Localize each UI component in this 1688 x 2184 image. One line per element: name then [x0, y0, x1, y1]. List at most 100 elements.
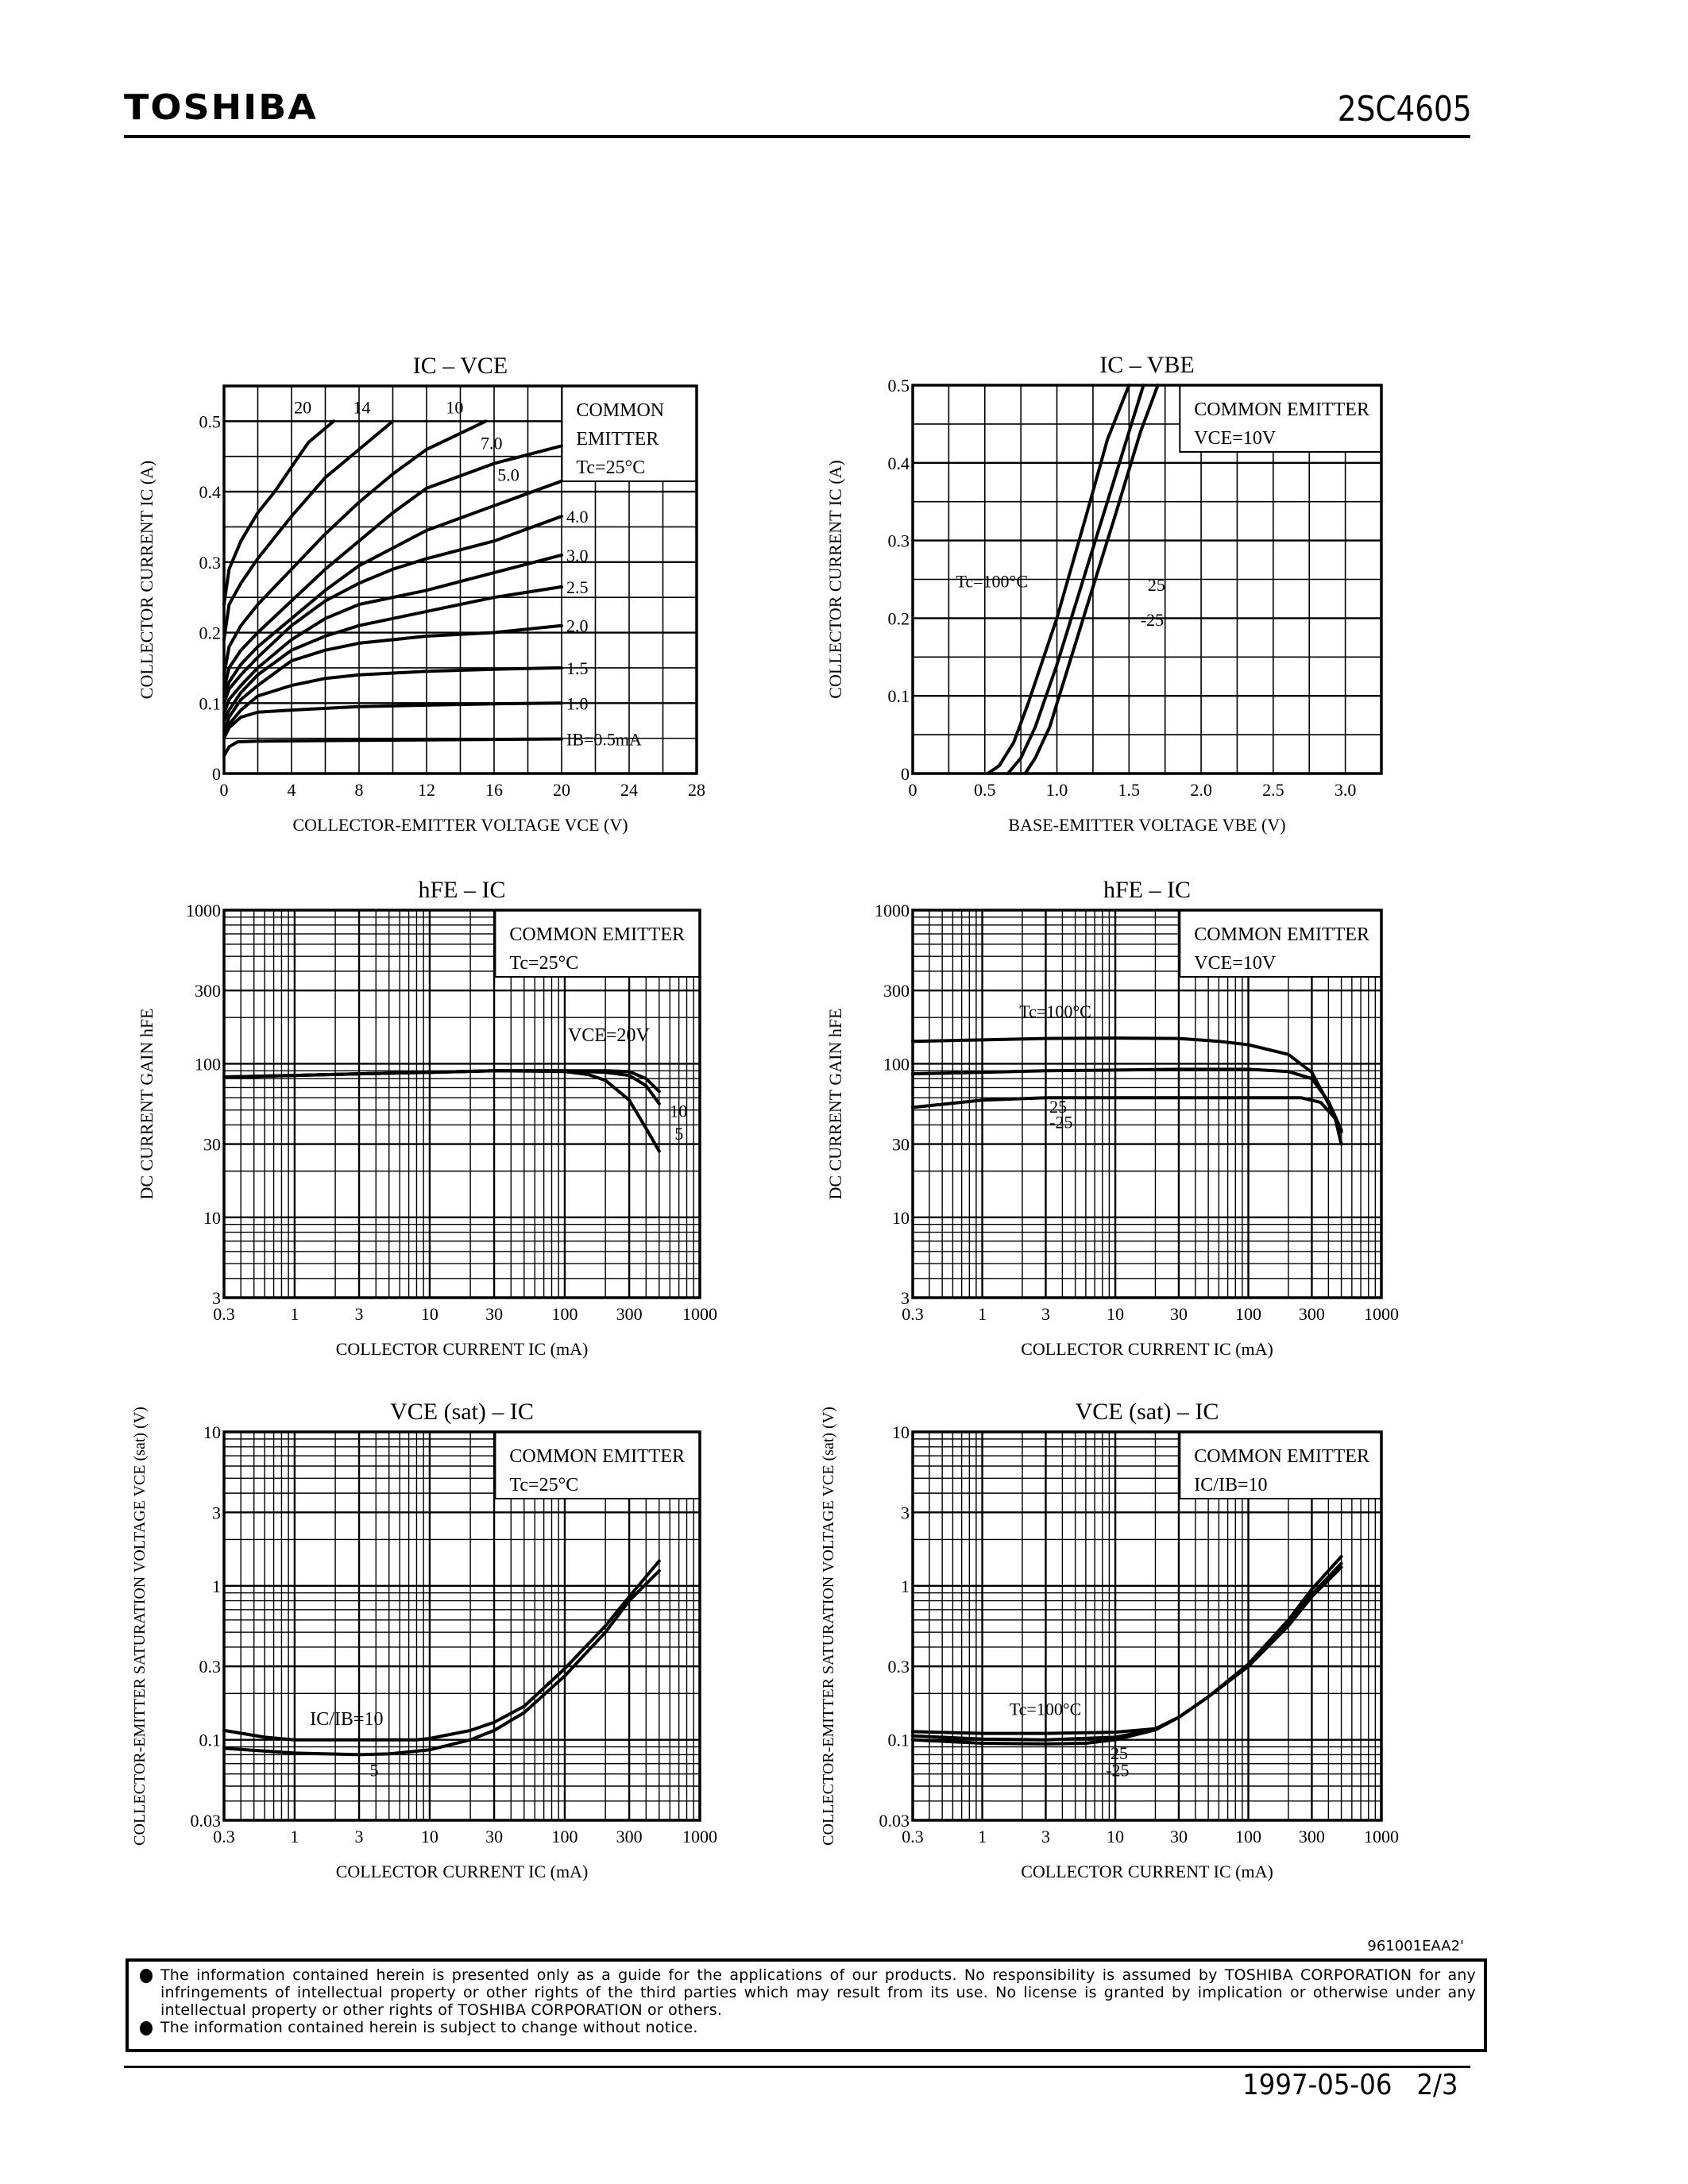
- series-label: 7.0: [481, 433, 503, 453]
- y-tick-label: 3: [212, 1288, 221, 1308]
- y-tick-label: 300: [195, 981, 221, 1001]
- document-code: 961001EAA2': [1367, 1938, 1464, 1954]
- page-number: 2/3: [1416, 2069, 1458, 2101]
- y-tick-label: 0.03: [191, 1811, 222, 1831]
- y-axis-label: DC CURRENT GAIN hFE: [137, 1008, 156, 1199]
- x-tick-label: 3.0: [1335, 780, 1357, 800]
- y-tick-label: 0.3: [888, 531, 910, 551]
- x-tick-label: 1.5: [1118, 780, 1141, 800]
- x-tick-label: 4: [288, 780, 296, 800]
- y-tick-label: 0.4: [199, 482, 222, 502]
- y-tick-label: 0.3: [199, 1657, 222, 1677]
- y-tick-label: 1000: [875, 901, 910, 920]
- x-tick-label: 1000: [682, 1827, 717, 1846]
- series-line: [222, 515, 563, 705]
- series-label: -25: [1106, 1761, 1129, 1781]
- y-tick-label: 10: [203, 1422, 221, 1442]
- series-line: [222, 419, 395, 642]
- series-line: [222, 737, 563, 758]
- plot-frame: [222, 384, 698, 775]
- y-tick-label: 300: [883, 981, 910, 1001]
- series-line: [911, 1554, 1343, 1735]
- x-tick-label: 100: [1235, 1304, 1261, 1324]
- annotation-box: [1179, 909, 1383, 978]
- plot-frame: [222, 909, 701, 1299]
- annotation-text: COMMON EMITTER: [509, 1446, 685, 1467]
- series-line: [1023, 384, 1160, 775]
- annotation-text: COMMON EMITTER: [509, 924, 685, 945]
- x-tick-label: 1000: [1364, 1827, 1399, 1846]
- series-line: [222, 419, 336, 607]
- x-tick-label: 10: [1107, 1304, 1124, 1324]
- annotation-text: COMMON: [576, 400, 664, 421]
- series-line: [986, 384, 1131, 775]
- x-tick-label: 0.3: [213, 1827, 235, 1846]
- annotation-box: [561, 385, 697, 482]
- x-tick-label: 24: [620, 780, 638, 800]
- y-axis-label: COLLECTOR-EMITTER SATURATION VOLTAGE VCE…: [131, 1406, 149, 1846]
- plot-frame: [222, 1430, 701, 1822]
- series-line: [911, 1036, 1343, 1134]
- grid: [224, 910, 700, 1298]
- x-tick-label: 0.3: [902, 1304, 924, 1324]
- series-label: 1.0: [566, 693, 589, 713]
- series-line: [911, 1565, 1343, 1746]
- y-tick-label: 0.1: [888, 1731, 910, 1750]
- y-tick-label: 0.4: [888, 453, 910, 473]
- y-tick-label: 10: [892, 1422, 910, 1442]
- date-and-page: 1997-05-06 2/3: [1242, 2069, 1458, 2101]
- y-tick-label: 1: [212, 1576, 221, 1596]
- series-label: 3.0: [566, 546, 589, 565]
- y-tick-label: 3: [901, 1288, 910, 1308]
- x-tick-label: 0: [220, 780, 229, 800]
- x-tick-label: 0.5: [974, 780, 996, 800]
- bullet-icon: [140, 2021, 153, 2035]
- x-tick-label: 0.3: [213, 1304, 235, 1324]
- series-label: 10: [446, 397, 463, 417]
- y-tick-label: 10: [892, 1208, 910, 1228]
- y-tick-label: 30: [203, 1135, 221, 1155]
- annotation-box: [1179, 1431, 1383, 1499]
- x-tick-label: 0.3: [902, 1827, 924, 1846]
- series-label: 20: [294, 397, 311, 417]
- x-tick-label: 0: [909, 780, 917, 800]
- chart-title: IC – VBE: [1099, 352, 1194, 378]
- series-line: [222, 701, 563, 740]
- series-label: Tc=100°C: [1010, 1699, 1082, 1719]
- x-axis-label: COLLECTOR CURRENT IC (mA): [336, 1339, 589, 1359]
- series-line: [1006, 384, 1145, 775]
- x-axis-label: COLLECTOR CURRENT IC (mA): [1021, 1339, 1273, 1359]
- series-label: -25: [1049, 1113, 1072, 1133]
- series-line: [222, 1069, 661, 1153]
- y-tick-label: 0: [901, 764, 910, 784]
- series-label: 2.0: [566, 616, 589, 636]
- x-tick-label: 12: [418, 780, 435, 800]
- annotation-text: VCE=10V: [1194, 428, 1277, 449]
- x-tick-label: 3: [355, 1304, 364, 1324]
- y-tick-label: 1000: [186, 901, 221, 920]
- x-tick-label: 30: [1170, 1827, 1188, 1846]
- plot-frame: [911, 384, 1383, 775]
- x-tick-label: 1: [290, 1304, 299, 1324]
- series-label: Tc=100°C: [1019, 1001, 1091, 1021]
- series-label: IB=0.5mA: [566, 730, 642, 750]
- series-label: 5.0: [497, 465, 520, 484]
- y-tick-label: 0.5: [199, 411, 222, 431]
- disclaimer-item: The information contained herein is subj…: [140, 2019, 1476, 2036]
- chart-title: hFE – IC: [418, 877, 505, 903]
- annotation-text: VCE=10V: [1194, 953, 1277, 974]
- y-tick-label: 1: [901, 1576, 910, 1596]
- x-axis-label: COLLECTOR CURRENT IC (mA): [1021, 1862, 1273, 1881]
- series-label: 5: [674, 1124, 683, 1144]
- x-tick-label: 1: [978, 1304, 987, 1324]
- series-line: [222, 553, 563, 716]
- annotation-text: EMITTER: [576, 429, 659, 450]
- series-line: [222, 666, 563, 737]
- x-tick-label: 1: [978, 1827, 987, 1846]
- series-label: 1.5: [566, 658, 589, 678]
- x-tick-label: 28: [688, 780, 705, 800]
